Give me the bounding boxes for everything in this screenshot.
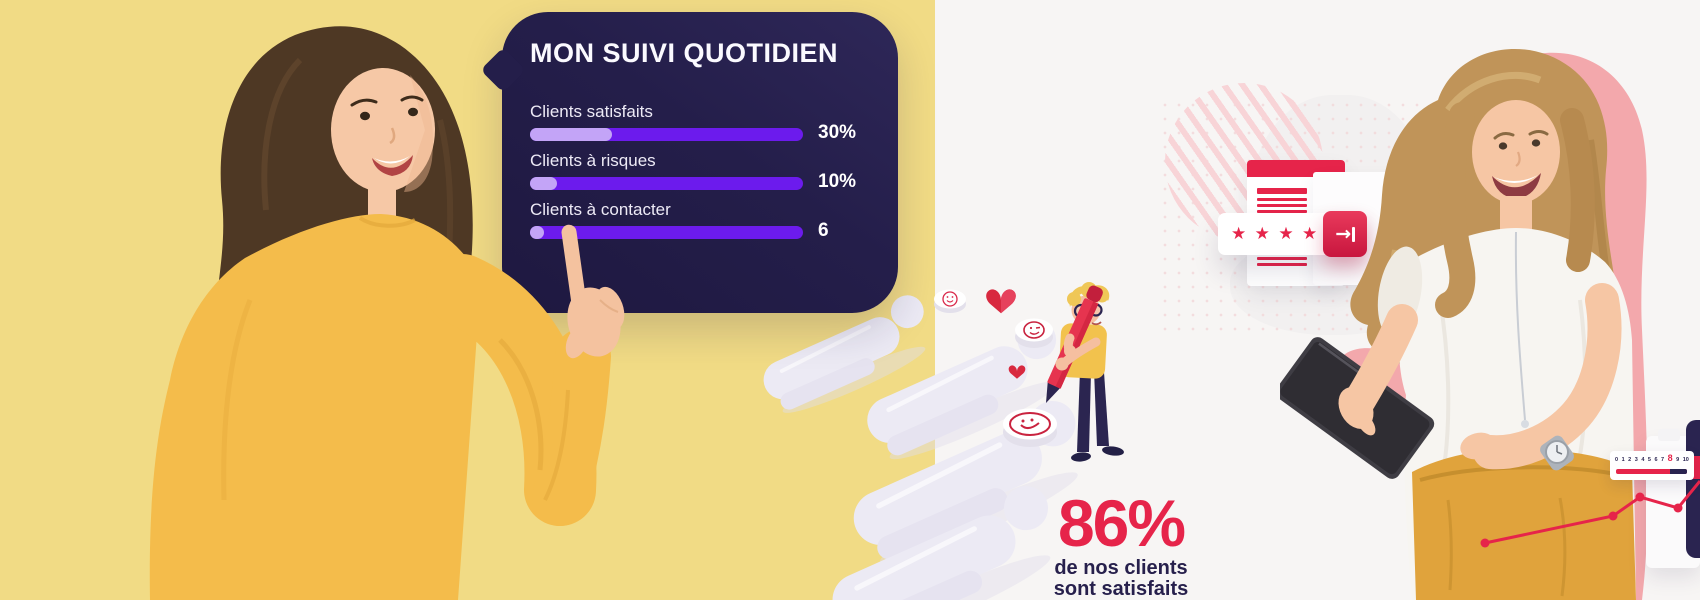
chart-point [1480,538,1490,548]
stat-value: 86% [1057,486,1186,560]
smiley-token-icon [934,289,966,313]
submit-rating-button[interactable]: → [1323,211,1367,257]
star-icon: ★ [1301,224,1319,244]
woman-neck [1500,196,1532,230]
nps-progress-bar-tail [1670,469,1687,474]
document-line [1257,263,1307,266]
growth-line-chart [1480,480,1700,548]
stamped-smiley-token-icon [1003,408,1057,447]
metric-value: 6 [818,220,829,241]
nps-number: 1 [1621,456,1625,463]
woman-right-arm [1460,283,1622,471]
metric-row-satisfied: Clients satisfaits 30% [530,102,880,148]
woman-face [331,68,435,192]
nps-number: 0 [1615,456,1619,463]
nps-number-highlighted: 8 [1667,453,1673,463]
document-line [1257,257,1307,260]
progress-bar [530,128,803,141]
star-icon: ★ [1231,224,1248,244]
document-line [1257,198,1307,201]
metric-row-at-risk: Clients à risques 10% [530,151,880,197]
woman-sweater [149,214,611,600]
customers-illustration [751,282,1124,600]
rating-card: ★ ★ ★ ★ ★ → [1218,211,1367,257]
nps-number: 4 [1641,456,1645,463]
satisfaction-stat: 86% de nos clients sont satisfaits [1010,486,1232,600]
woman-pants [1412,448,1636,600]
metric-label: Clients à risques [530,151,656,170]
chart-point [1608,511,1618,521]
document-line [1257,204,1307,207]
right-woman-illustration [1280,48,1648,600]
woman-neck [368,180,396,216]
clipboard-tab [1658,429,1680,441]
nps-number: 6 [1654,456,1658,463]
necklace [1514,231,1526,421]
progress-bar-fill [530,226,544,239]
progress-bar [530,177,803,190]
star-icon: ★ [1278,224,1296,244]
character-with-pencil [1046,282,1124,462]
nps-progress-bar [1616,469,1687,474]
metric-row-to-contact: Clients à contacter 6 [530,200,880,246]
star-icon: ★ [1254,224,1272,244]
nps-number: 7 [1661,456,1665,463]
left-woman-illustration [149,26,625,600]
heart-icon [1008,365,1026,379]
winky-token-icon [1015,318,1053,348]
hair-front-strand [1435,102,1476,318]
nps-number: 3 [1634,456,1638,463]
card-title: MON SUIVI QUOTIDIEN [530,38,839,68]
nps-number: 5 [1647,456,1651,463]
metric-label: Clients à contacter [530,200,671,219]
woman-left-arm [1338,304,1418,436]
hair-front-strand [1560,108,1595,272]
progress-bar-fill [530,128,612,141]
heart-icon [986,289,1016,314]
nps-scale-card: 0 1 2 3 4 5 6 7 8 9 10 [1610,451,1694,480]
progress-bar [530,226,803,239]
progress-bar-fill [530,177,558,190]
stat-caption: de nos clients sont satisfaits [1010,556,1232,600]
woman-pointing-hand [561,224,625,359]
watch-icon [1540,435,1574,471]
metric-label: Clients satisfaits [530,102,653,121]
stat-caption-line1: de nos clients [1054,556,1188,579]
nps-number: 10 [1682,456,1689,463]
chart-point [1673,503,1683,513]
document-line [1257,210,1307,213]
document-line [1257,188,1307,194]
chart-point [1635,492,1645,502]
woman-face [1472,100,1560,204]
nps-number: 2 [1628,456,1632,463]
metric-value: 30% [818,122,857,143]
arrow-to-bar-icon: → [1335,223,1354,245]
nps-number: 9 [1676,456,1680,463]
stat-caption-line2: sont satisfaits [1053,578,1189,600]
nps-scale-numbers: 0 1 2 3 4 5 6 7 8 9 10 [1615,454,1689,463]
metric-value: 10% [818,171,857,192]
